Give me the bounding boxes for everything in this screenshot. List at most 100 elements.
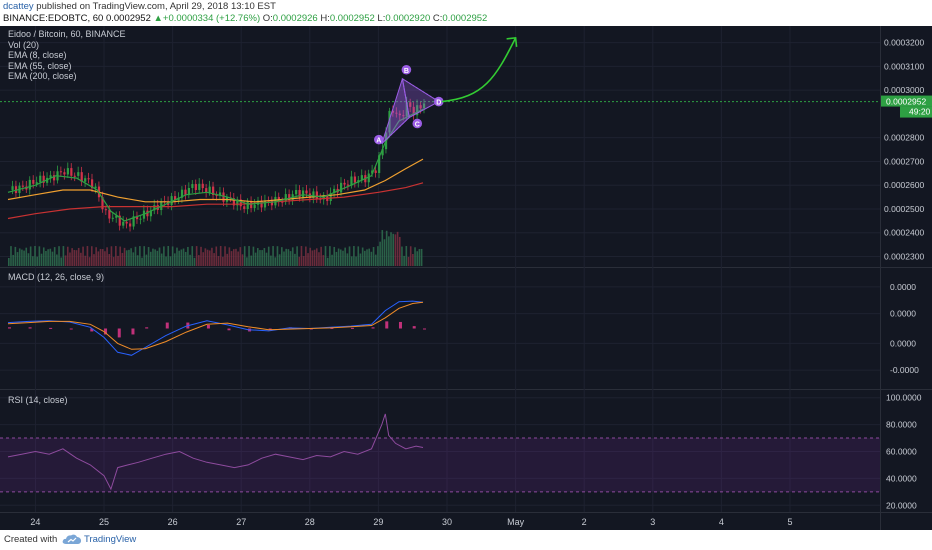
chart-area[interactable]: 24 25 26 27 28 29 30 May 2 3 4 5 0.0003200 0.0003100 0… [0, 26, 932, 530]
macd-tick-label: 0.0000 [890, 282, 916, 292]
author-link[interactable]: dcattey [3, 1, 34, 12]
volume-bar [8, 258, 10, 266]
legend-volume[interactable]: Vol (20) [8, 39, 40, 50]
macd-histogram-bar [165, 322, 169, 329]
candle-body [49, 175, 52, 178]
rsi-line [7, 413, 424, 491]
volume-bar [296, 246, 298, 266]
candle-body [87, 178, 90, 180]
volume-bar [154, 249, 156, 266]
volume-bar [208, 250, 211, 266]
ema200-line [7, 182, 424, 220]
legend-ema55[interactable]: EMA (55, close) [8, 60, 72, 71]
symbol-line: BINANCE:EDOBTC, 60 0.0002952 ▲+0.0000334… [3, 13, 487, 25]
volume-bar [110, 246, 113, 266]
volume-bar [368, 248, 370, 266]
macd-histogram-bar [268, 328, 272, 330]
pattern-point-b-marker [401, 64, 412, 75]
volume-bar [104, 251, 106, 266]
open-label: O: [262, 13, 273, 24]
candle-body [416, 105, 419, 116]
macd-histogram-bar [49, 327, 53, 329]
volume-bar [75, 250, 78, 266]
close-value: 0.0002952 [442, 13, 488, 24]
candle-body [239, 199, 242, 207]
volume-bar [331, 254, 333, 266]
candle-body [212, 186, 215, 196]
footer: Created with TradingView [0, 530, 932, 550]
candle-body [381, 149, 384, 156]
volume-bar [263, 248, 266, 266]
candle-body [215, 195, 218, 197]
candle-body [208, 186, 211, 193]
volume-bar [141, 257, 143, 266]
volume-bar [420, 248, 423, 266]
price-tick-label: 0.0002300 [884, 251, 924, 261]
volume-bar [298, 256, 301, 266]
countdown-tag-label: 49:20 [909, 107, 931, 117]
volume-bar [180, 249, 183, 266]
volume-bar [40, 253, 43, 266]
legend-ema8[interactable]: EMA (8, close) [8, 50, 67, 60]
volume-bar [350, 256, 353, 266]
legend-symbol[interactable]: Eidoo / Bitcoin, 60, BINANCE [8, 29, 126, 39]
volume-bar [106, 247, 108, 266]
rsi-tick-label: 80.0000 [886, 420, 917, 430]
volume-bar [230, 251, 233, 266]
candle-body [173, 196, 177, 201]
volume-bar [276, 246, 279, 266]
candle-body [184, 189, 187, 196]
volume-bar [71, 248, 73, 266]
candle-body [222, 192, 225, 202]
candle-body [14, 186, 18, 194]
volume-bar [187, 246, 189, 266]
candle-body [108, 209, 111, 219]
macd-tick-label: -0.0000 [890, 365, 919, 375]
candles [11, 96, 426, 232]
volume-bar [160, 253, 163, 266]
volume-bar [372, 247, 375, 266]
volume-bar [414, 247, 416, 266]
candle-body [90, 179, 94, 189]
pattern-point-d-label: D [436, 100, 441, 107]
volume-bar [29, 246, 32, 266]
volume-bar [370, 251, 373, 266]
volume-bar [134, 246, 137, 266]
volume-bar [313, 249, 316, 266]
volume-bars [8, 230, 423, 266]
volume-bar [128, 249, 130, 266]
volume-bar [145, 254, 148, 266]
candle-body [270, 200, 274, 206]
candle-body [274, 196, 277, 206]
volume-bar [47, 249, 49, 266]
volume-bar [58, 246, 60, 266]
macd-histogram-bar [385, 321, 389, 329]
volume-bar [385, 230, 388, 266]
chart-canvas[interactable]: 24 25 26 27 28 29 30 May 2 3 4 5 0.0003200 0.0003100 0… [0, 26, 932, 530]
candle-body [201, 183, 204, 189]
candle-body [288, 194, 291, 200]
legend-macd[interactable]: MACD (12, 26, close, 9) [8, 272, 105, 282]
candle-body [405, 102, 408, 117]
ema8-line [7, 108, 424, 222]
candle-body [353, 176, 357, 183]
low-label: L: [377, 13, 386, 24]
volume-bar [287, 249, 290, 266]
volume-bar [232, 249, 235, 266]
up-arrow-icon: ▲ [153, 13, 163, 24]
candle-body [350, 176, 353, 186]
legend-rsi[interactable]: RSI (14, close) [8, 395, 68, 405]
volume-bar [53, 247, 56, 266]
volume-bar [353, 246, 355, 266]
open-value: 0.0002926 [272, 13, 318, 24]
volume-bar [108, 254, 111, 266]
candle-body [42, 175, 45, 183]
candle-body [295, 190, 298, 195]
volume-bar [12, 254, 14, 266]
candle-body [101, 197, 104, 210]
volume-bar [283, 251, 285, 266]
legend-ema200[interactable]: EMA (200, close) [8, 71, 77, 81]
candle-body [243, 206, 246, 209]
tradingview-brand[interactable]: TradingView [84, 534, 137, 545]
volume-bar [309, 247, 312, 266]
